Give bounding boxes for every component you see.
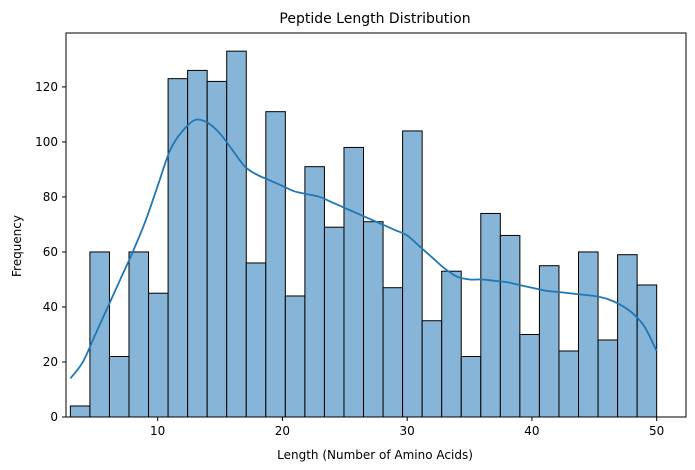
histogram-bar [617,254,638,418]
histogram-bar [226,50,247,418]
histogram-bar [538,265,560,418]
y-axis-label: Frequency [10,215,24,277]
histogram-bar [323,226,345,418]
chart-title: Peptide Length Distribution [279,11,470,27]
histogram-bar [382,287,404,418]
x-tick-label: 50 [649,424,664,438]
kde-curve [69,118,658,380]
histogram-bar [206,80,228,418]
y-tick-label: 40 [43,300,58,314]
histogram-bar [558,350,580,418]
x-axis-ticks: 10 20 30 40 50 [150,417,664,438]
histogram-bar [597,339,619,418]
histogram-bar [265,111,286,418]
y-tick-label: 20 [43,355,58,369]
histogram-bar [108,355,130,418]
histogram-bar [480,212,501,418]
x-tick-label: 10 [150,424,165,438]
x-tick-label: 40 [524,424,539,438]
y-tick-label: 120 [35,80,58,94]
histogram-bar [578,251,599,418]
histogram-bar [245,262,267,418]
y-axis-ticks: 0 20 40 60 80 100 120 [35,80,66,424]
histogram-bar [460,355,482,418]
histogram-bar [636,284,658,418]
x-axis-label: Length (Number of Amino Acids) [277,448,473,462]
histogram-bar [402,130,423,418]
histogram-bar [148,292,169,418]
histogram-bar [363,221,384,418]
histogram-bar [441,270,462,418]
histogram-bar [69,405,91,418]
histogram-bar [304,166,325,418]
histogram-bar [343,146,365,418]
histogram-bar [284,295,306,418]
histogram-bar [499,234,521,418]
x-tick-label: 20 [275,424,290,438]
y-tick-label: 100 [35,135,58,149]
x-tick-label: 30 [400,424,415,438]
plot-frame [65,32,687,418]
histogram-bar [89,251,110,418]
histogram-bar [421,320,443,418]
y-tick-label: 80 [43,190,58,204]
histogram-bar [519,333,540,418]
y-tick-label: 60 [43,245,58,259]
histogram-bars [69,50,658,418]
y-tick-label: 0 [50,410,58,424]
histogram-bar [128,251,150,418]
